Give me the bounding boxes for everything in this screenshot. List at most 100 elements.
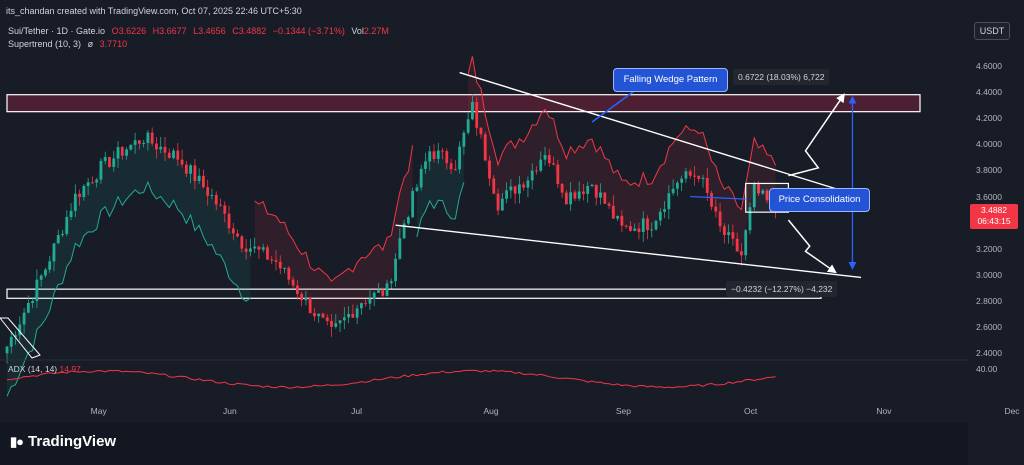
candle-body <box>95 179 99 183</box>
tradingview-logo-icon: ▮● <box>10 434 24 449</box>
adx-axis-label: 40.00 <box>976 364 998 374</box>
price-tick-label: 2.8000 <box>976 295 1002 306</box>
candle-body <box>18 324 22 336</box>
breakout-arrow <box>788 93 845 177</box>
candle-body <box>599 192 602 198</box>
volume-value: 2.27M <box>363 26 389 36</box>
candle-body <box>394 258 397 282</box>
candle-body <box>108 157 111 167</box>
adx-label[interactable]: ADX (14, 14) <box>8 364 58 374</box>
candle-body <box>146 132 150 143</box>
price-chart[interactable] <box>0 0 968 405</box>
candle-body <box>261 247 265 250</box>
candle-body <box>14 335 17 337</box>
candle-body <box>291 279 295 286</box>
candle-body <box>22 312 26 325</box>
candle-body <box>402 223 406 239</box>
time-tick-label: Aug <box>483 406 499 416</box>
candle-body <box>206 187 210 196</box>
candle-body <box>765 190 769 201</box>
candle-body <box>513 186 517 194</box>
candle-body <box>274 260 278 262</box>
adx-legend: ADX (14, 14) 14.97 <box>8 364 81 374</box>
candle-body <box>710 192 713 207</box>
candle-body <box>125 149 128 156</box>
candle-body <box>283 267 286 269</box>
candle-body <box>364 303 368 305</box>
price-tick-label: 4.0000 <box>976 139 1002 150</box>
supertrend-fill <box>254 145 413 327</box>
supertrend-line <box>254 145 414 282</box>
candle-body <box>180 159 184 165</box>
candle-body <box>44 269 47 276</box>
candle-body <box>65 217 69 234</box>
supertrend-line <box>416 182 465 238</box>
supertrend-line <box>467 56 777 211</box>
candle-body <box>176 150 180 160</box>
candle-body <box>385 283 389 296</box>
candle-body <box>500 198 504 211</box>
candle-body <box>740 251 743 256</box>
candle-body <box>492 178 496 194</box>
candle-body <box>586 185 590 194</box>
candle-body <box>137 140 141 144</box>
candle-body <box>116 147 120 159</box>
candle-body <box>731 232 735 239</box>
footer-bar <box>0 423 968 465</box>
target-up-label: 0.6722 (18.03%) 6,722 <box>733 69 830 85</box>
time-tick-label: Oct <box>743 406 758 416</box>
candle-body <box>406 217 410 224</box>
tradingview-logo[interactable]: ▮● TradingView <box>10 433 116 450</box>
candle-body <box>342 317 346 321</box>
candle-body <box>735 238 739 252</box>
candle-body <box>424 161 427 169</box>
candle-body <box>159 146 163 150</box>
price-tick-label: 3.6000 <box>976 191 1002 202</box>
candle-body <box>73 193 77 211</box>
consolidation-pointer <box>690 195 746 200</box>
candle-body <box>560 183 564 193</box>
candle-body <box>278 261 282 269</box>
candle-body <box>757 183 760 194</box>
symbol-label[interactable]: Sui/Tether · 1D · Gate.io <box>8 26 106 36</box>
candle-body <box>436 150 440 159</box>
candle-body <box>355 308 359 318</box>
candle-body <box>48 261 52 270</box>
candle-body <box>449 163 453 170</box>
candle-body <box>347 314 350 318</box>
brand-name: TradingView <box>28 433 117 450</box>
candle-body <box>475 101 479 128</box>
candle-body <box>257 246 261 250</box>
candle-body <box>641 218 645 233</box>
candle-body <box>453 169 457 171</box>
candle-body <box>133 140 137 145</box>
candle-body <box>663 209 666 212</box>
candle-body <box>658 211 662 221</box>
time-tick-label: Sep <box>615 406 631 416</box>
volume-label: Vol <box>351 26 364 36</box>
candle-body <box>646 218 649 231</box>
candle-body <box>603 192 607 204</box>
candle-body <box>471 101 474 120</box>
resistance-zone <box>6 94 921 113</box>
candle-body <box>693 175 696 177</box>
candle-body <box>675 182 679 189</box>
supertrend-label[interactable]: Supertrend (10, 3) <box>8 39 82 49</box>
candle-body <box>189 165 193 174</box>
candle-body <box>317 313 321 317</box>
low-value: L3.4656 <box>193 26 226 36</box>
candle-body <box>701 177 705 179</box>
candle-body <box>304 297 308 301</box>
price-tick-label: 2.6000 <box>976 322 1002 332</box>
candle-body <box>607 203 611 206</box>
supertrend-value: 3.7710 <box>99 39 128 49</box>
currency-button[interactable]: USDT <box>974 22 1010 40</box>
candle-body <box>573 192 577 199</box>
candle-body <box>415 187 419 191</box>
candle-body <box>103 157 107 161</box>
candle-body <box>35 279 39 301</box>
attribution-text: its_chandan created with TradingView.com… <box>6 6 302 16</box>
candle-body <box>78 193 81 198</box>
candle-body <box>313 313 316 317</box>
candle-body <box>705 177 709 193</box>
